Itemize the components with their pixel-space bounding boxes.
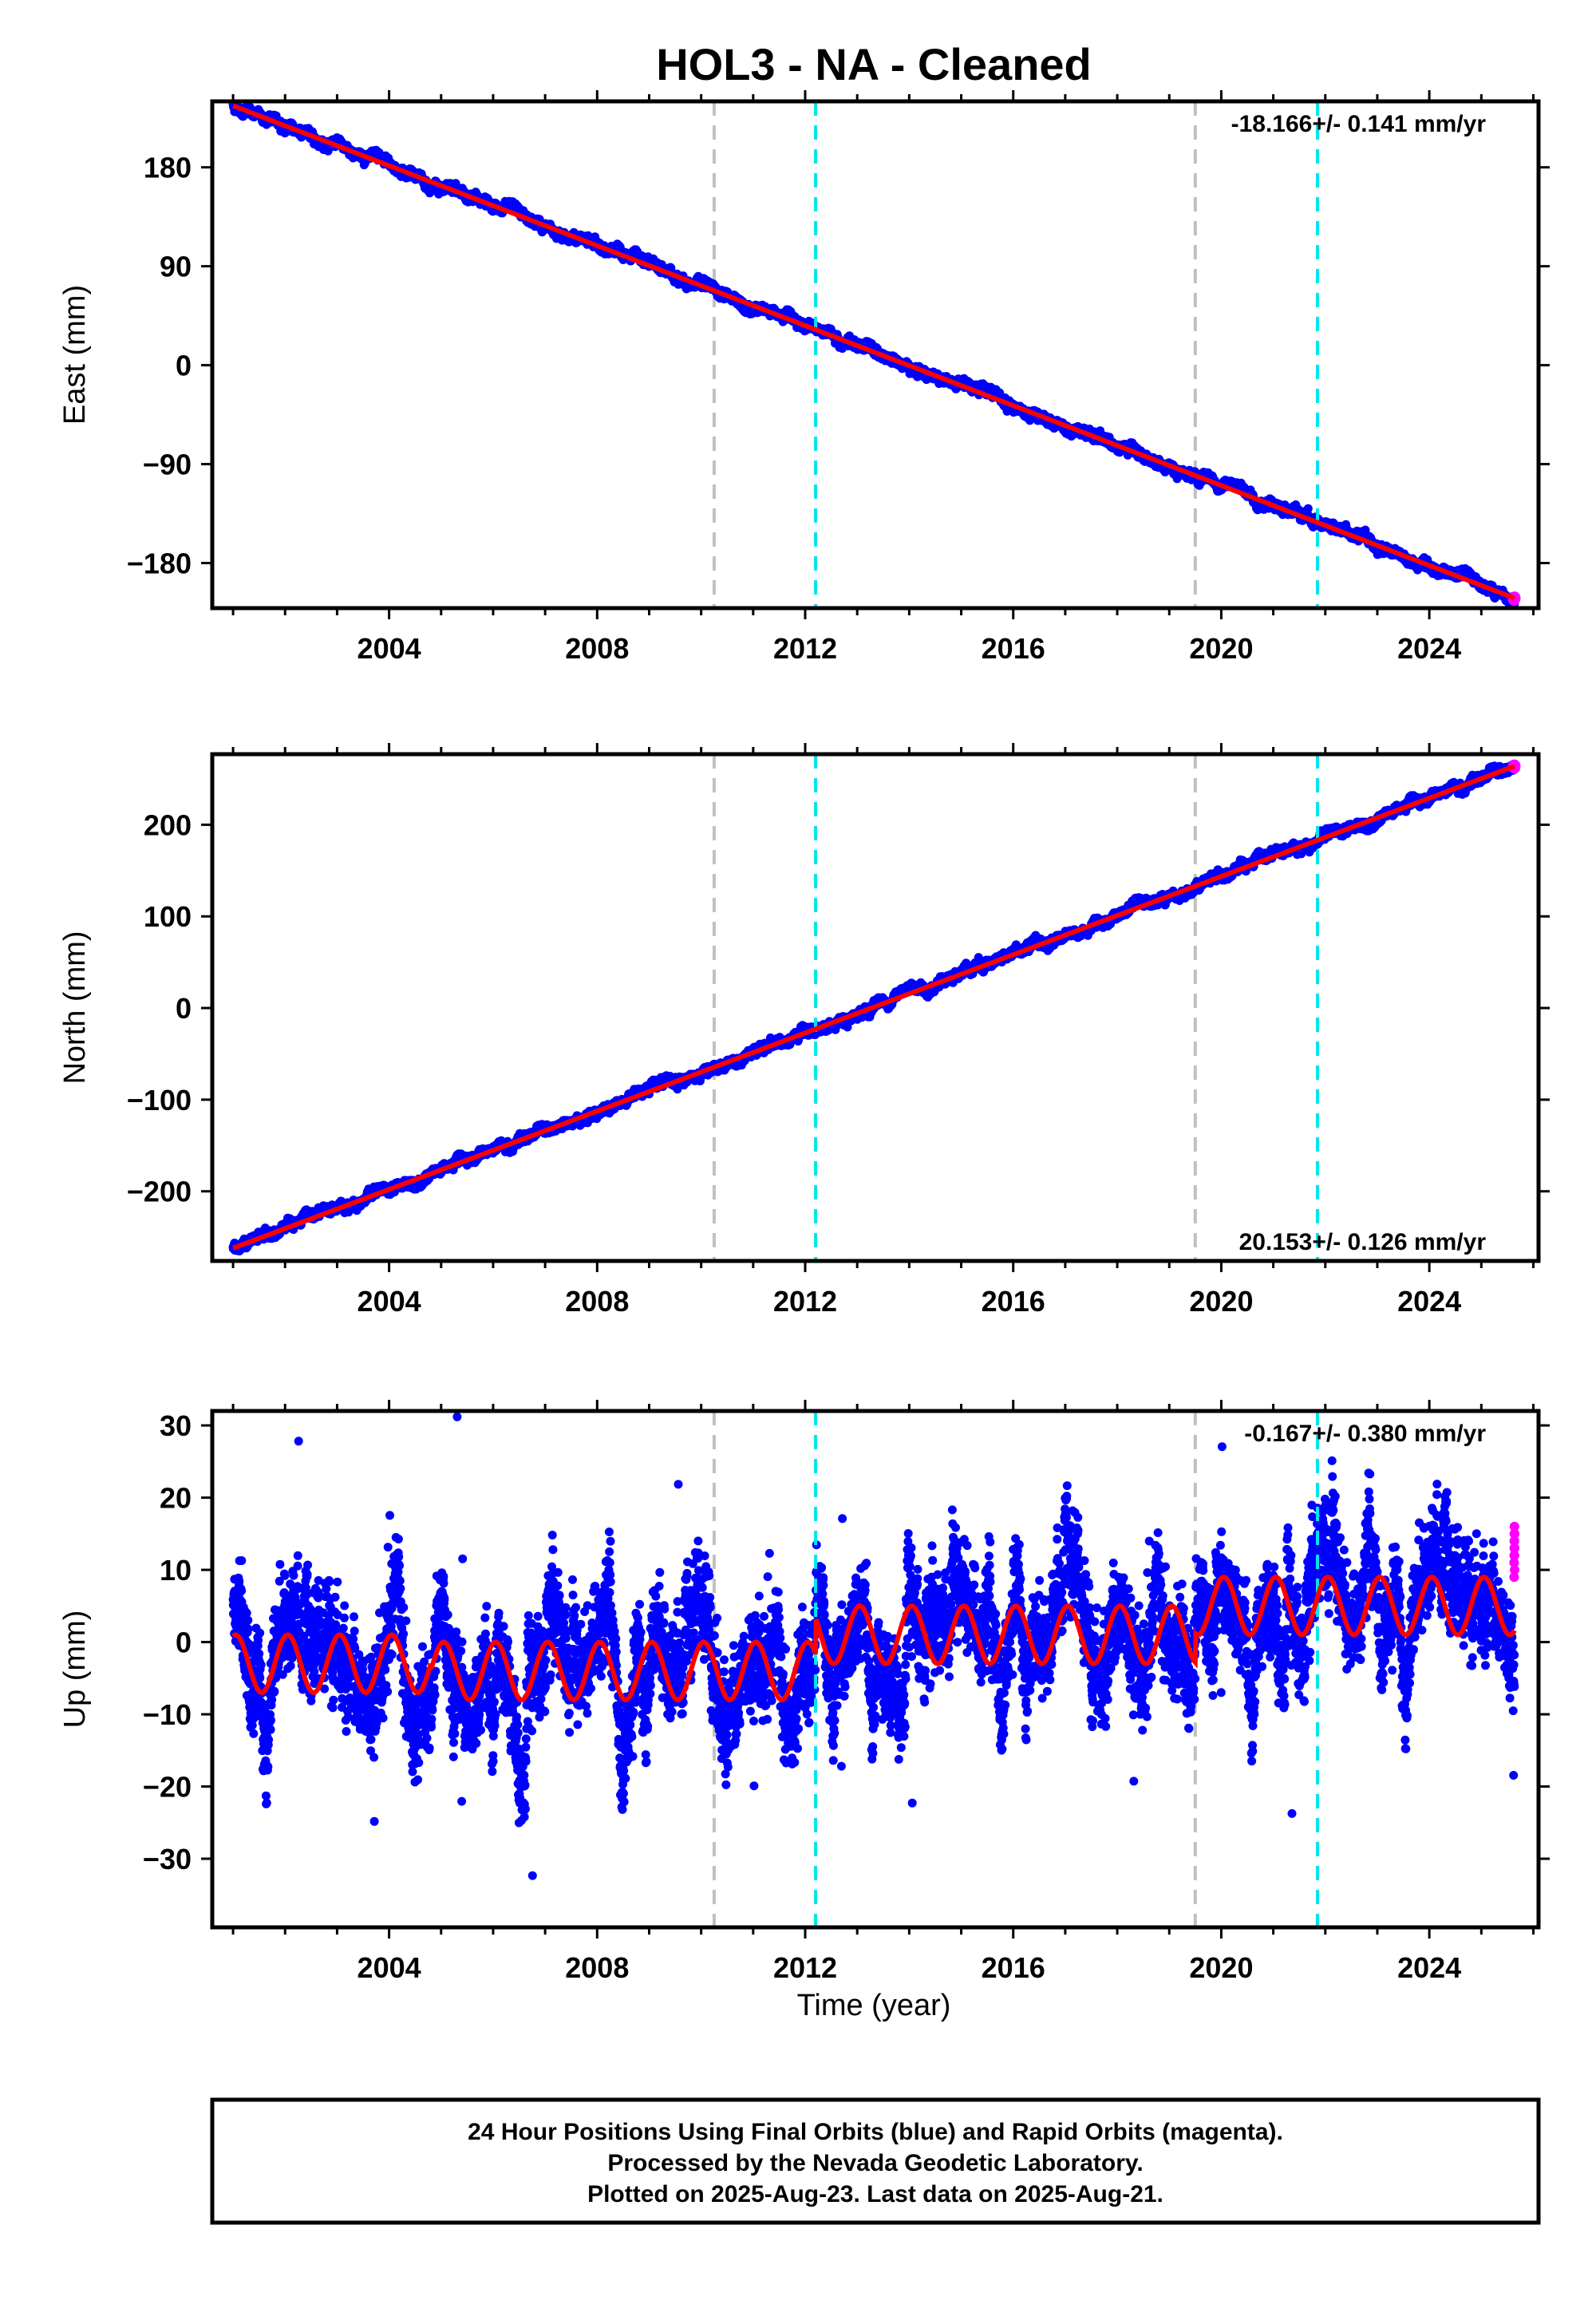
east-plot-area — [228, 101, 1521, 608]
figure-title: HOL3 - NA - Cleaned — [656, 39, 1092, 89]
